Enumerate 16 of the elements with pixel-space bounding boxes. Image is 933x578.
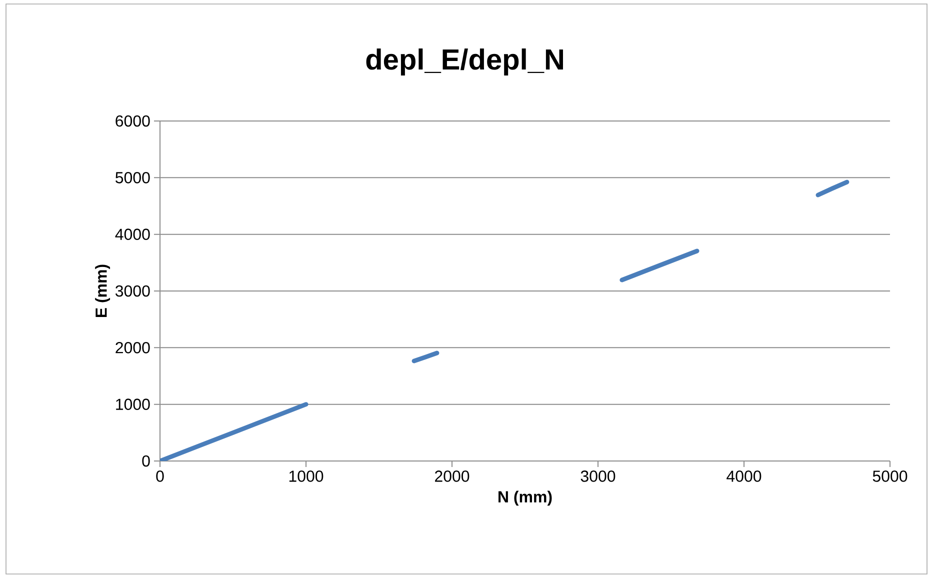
x-tick-label: 0	[156, 470, 164, 482]
x-tick-label: 1000	[289, 470, 324, 482]
y-tick-label: 6000	[116, 115, 150, 127]
y-axis-title: E (mm)	[95, 264, 110, 318]
y-tick-label: 5000	[116, 172, 150, 184]
x-tick-label: 2000	[435, 470, 470, 482]
y-tick-label: 3000	[115, 285, 150, 297]
x-tick-label: 3000	[580, 470, 616, 482]
y-tick-label: 1000	[116, 398, 150, 410]
y-tick-label: 0	[142, 455, 150, 467]
x-axis-title: N (mm)	[498, 490, 552, 506]
chart-title: depl_E/depl_N	[366, 48, 563, 76]
y-tick-label: 4000	[115, 228, 150, 240]
x-tick-label: 4000	[726, 470, 762, 482]
x-tick-label: 5000	[872, 470, 908, 482]
y-tick-label: 2000	[116, 342, 150, 354]
